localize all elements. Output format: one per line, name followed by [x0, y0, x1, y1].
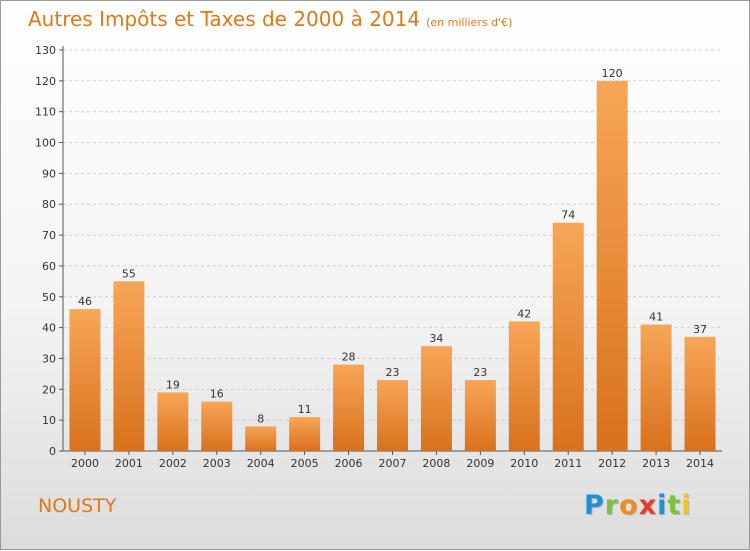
x-tick-label: 2014 [686, 457, 714, 470]
data-label: 34 [429, 332, 443, 345]
data-label: 23 [386, 366, 400, 379]
bar [245, 426, 277, 451]
bar [333, 364, 365, 451]
chart-title-text: Autres Impôts et Taxes de 2000 à 2014 [28, 7, 421, 31]
bar [420, 346, 452, 451]
bar [377, 380, 408, 451]
bar [201, 401, 233, 451]
bar [596, 80, 628, 451]
bar [113, 281, 145, 451]
y-tick-label: 0 [49, 445, 56, 458]
x-tick-label: 2008 [422, 457, 450, 470]
data-label: 41 [649, 311, 663, 324]
x-tick-label: 2010 [510, 457, 538, 470]
x-tick-label: 2006 [335, 457, 363, 470]
y-tick-label: 30 [42, 352, 56, 365]
bar [289, 417, 321, 451]
data-label: 19 [166, 378, 180, 391]
logo-letter: P [584, 490, 605, 521]
chart-title: Autres Impôts et Taxes de 2000 à 2014 (en… [28, 7, 512, 31]
y-tick-label: 50 [42, 291, 56, 304]
y-tick-label: 130 [35, 44, 56, 57]
data-label: 8 [257, 412, 264, 425]
x-tick-label: 2004 [247, 457, 275, 470]
data-label: 28 [342, 351, 356, 364]
bar [552, 222, 584, 451]
x-tick-label: 2005 [291, 457, 319, 470]
data-label: 23 [473, 366, 487, 379]
x-tick-label: 2003 [203, 457, 231, 470]
y-tick-label: 10 [42, 414, 56, 427]
logo-letter: i [657, 490, 668, 521]
data-label: 37 [693, 323, 707, 336]
data-label: 42 [517, 307, 531, 320]
logo-letter: i [681, 490, 692, 521]
x-tick-label: 2012 [598, 457, 626, 470]
data-label: 120 [602, 67, 623, 80]
y-tick-label: 70 [42, 229, 56, 242]
y-tick-label: 90 [42, 167, 56, 180]
x-tick-label: 2000 [71, 457, 99, 470]
data-label: 46 [78, 295, 92, 308]
logo-letter: t [667, 490, 682, 521]
bar [157, 392, 189, 451]
x-tick-label: 2013 [642, 457, 670, 470]
bar [508, 321, 540, 451]
location-label: NOUSTY [38, 495, 117, 517]
x-tick-label: 2002 [159, 457, 187, 470]
data-label: 16 [210, 388, 224, 401]
unit-note: (en milliers d'€) [426, 16, 513, 29]
y-tick-label: 20 [42, 383, 56, 396]
bar [464, 380, 496, 451]
data-label: 74 [561, 209, 575, 222]
y-tick-label: 40 [42, 322, 56, 335]
logo-letter: x [638, 490, 658, 521]
y-tick-label: 110 [35, 106, 56, 119]
bar [640, 324, 672, 451]
y-tick-label: 100 [35, 137, 56, 150]
proxiti-logo: Proxiti [584, 490, 692, 521]
logo-letter: o [619, 490, 639, 521]
y-tick-label: 120 [35, 75, 56, 88]
x-tick-label: 2011 [554, 457, 582, 470]
x-tick-label: 2007 [379, 457, 407, 470]
data-label: 55 [122, 267, 136, 280]
bar [684, 336, 716, 451]
logo-letter: r [604, 490, 620, 521]
y-tick-label: 60 [42, 260, 56, 273]
x-tick-label: 2001 [115, 457, 143, 470]
y-tick-label: 80 [42, 198, 56, 211]
x-tick-label: 2009 [466, 457, 494, 470]
data-label: 11 [298, 403, 312, 416]
bar [69, 309, 101, 451]
